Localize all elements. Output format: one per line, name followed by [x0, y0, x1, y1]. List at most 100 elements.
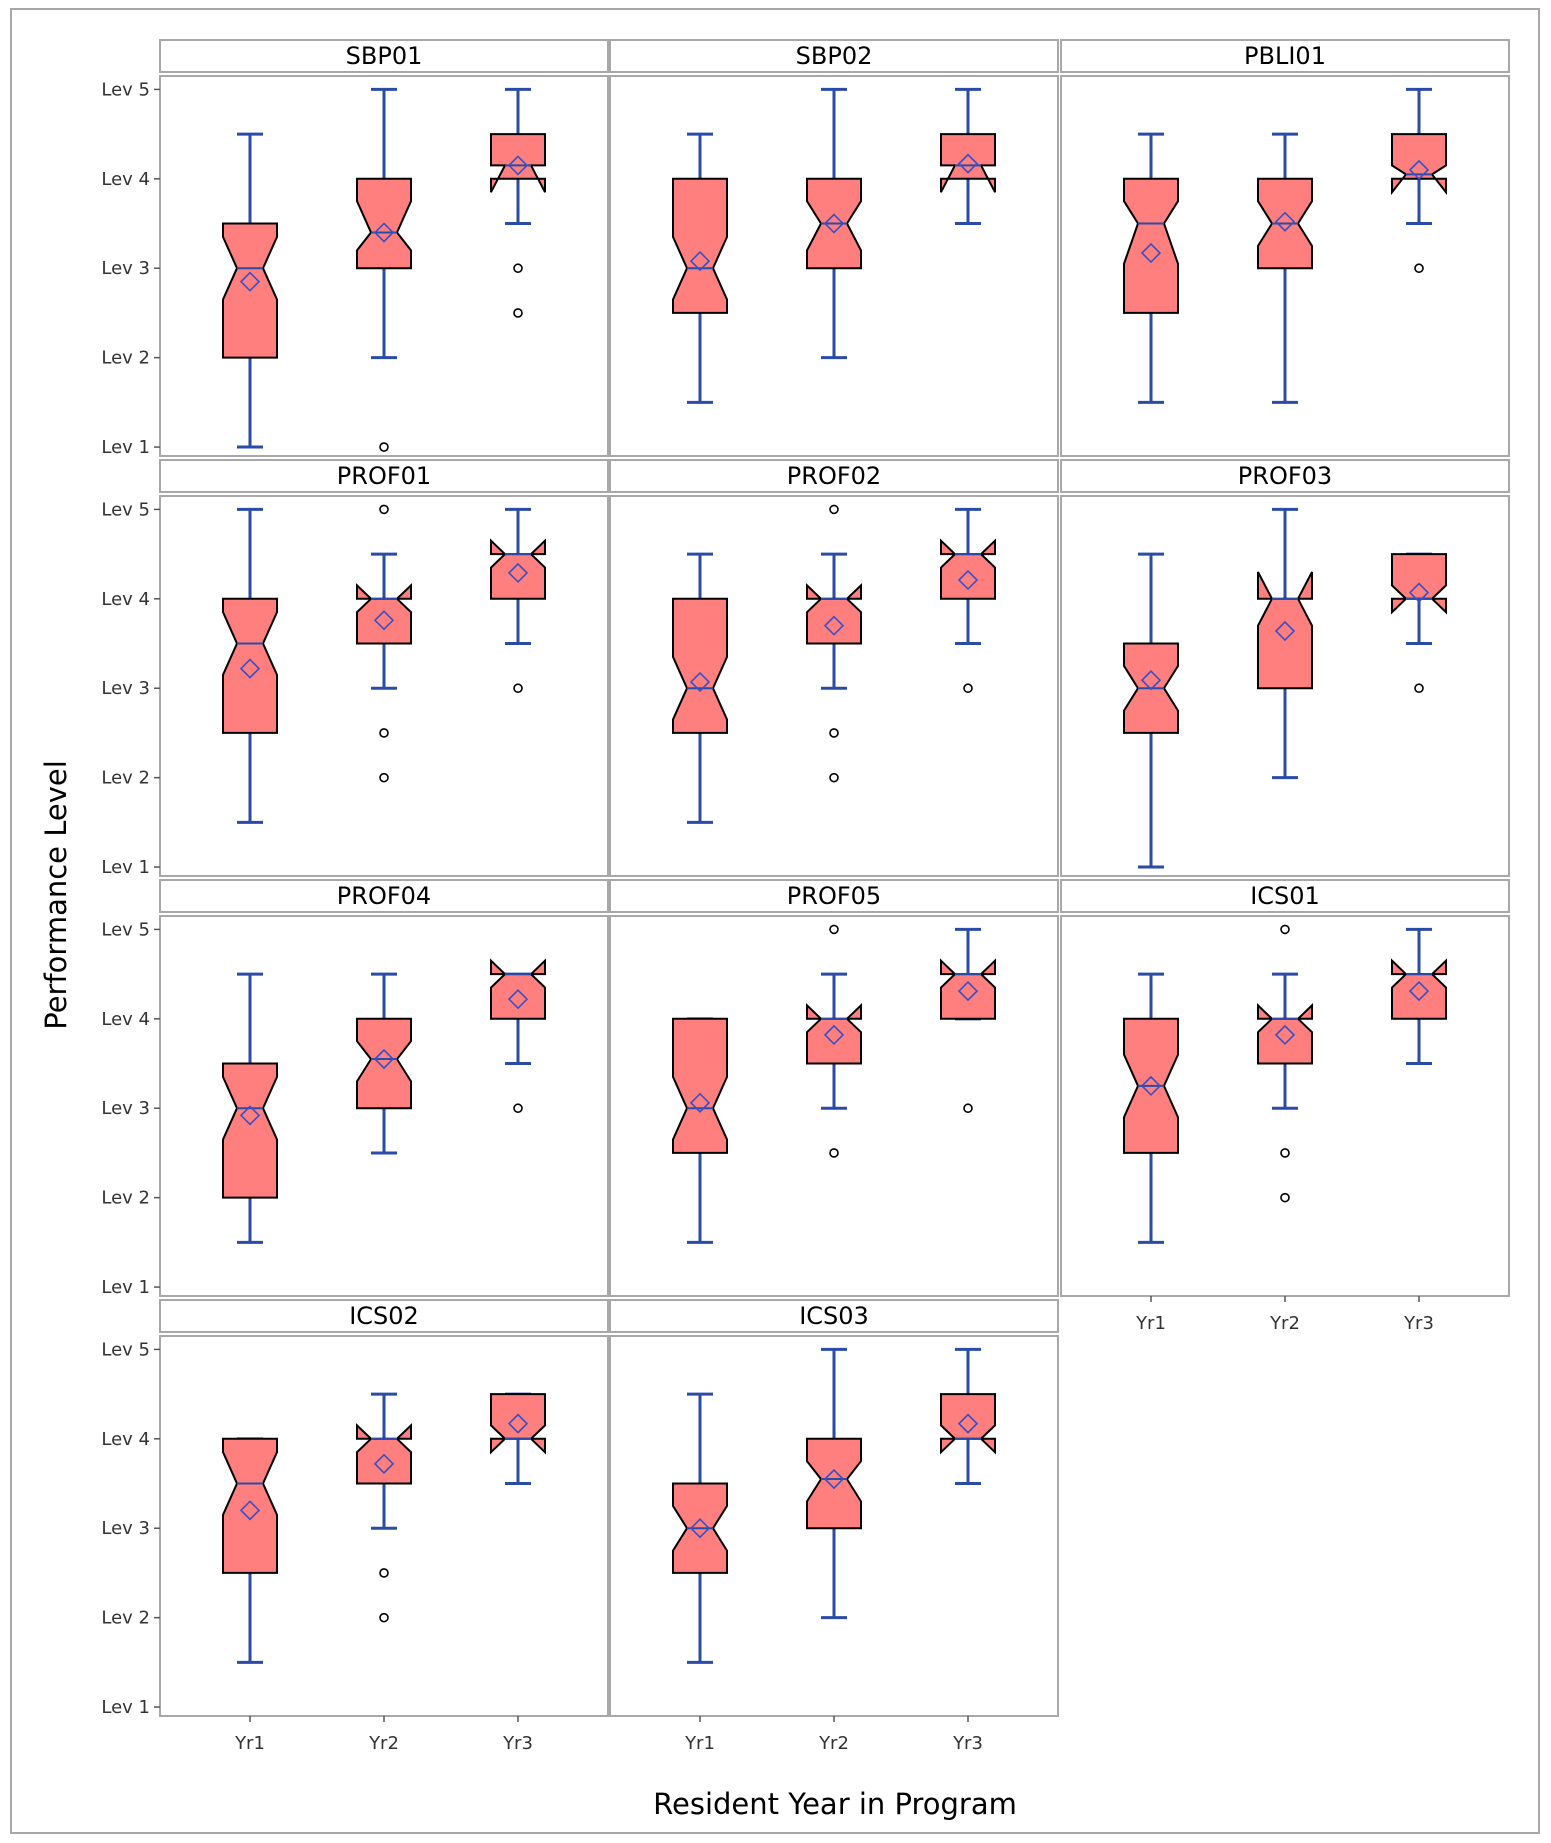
notched-box — [1391, 133, 1447, 196]
box-yr2 — [806, 87, 862, 360]
notched-box — [806, 583, 862, 645]
chart-frame — [10, 8, 1540, 1834]
box-yr1 — [672, 1392, 728, 1664]
outlier-point — [829, 504, 839, 515]
outlier-point — [1280, 1192, 1290, 1203]
panel-sbp02: SBP02 — [609, 39, 1059, 457]
panel-title: SBP01 — [346, 42, 423, 70]
panel-header — [159, 39, 609, 73]
mean-marker — [239, 658, 261, 679]
mean-marker — [507, 989, 529, 1010]
notched-box — [356, 583, 412, 645]
mean-marker — [1140, 1075, 1162, 1097]
x-tick-label: Yr1 — [1135, 1313, 1166, 1334]
mean-marker — [239, 1500, 261, 1521]
panel-title: SBP02 — [796, 42, 873, 70]
mean-marker — [239, 1105, 261, 1126]
box-yr1 — [222, 507, 278, 824]
y-tick-label: Lev 2 — [101, 348, 150, 369]
panel-title: ICS02 — [349, 1302, 419, 1330]
box-yr1 — [222, 972, 278, 1244]
panel-header — [1060, 879, 1510, 913]
panel-header — [159, 1299, 609, 1333]
x-tick-label: Yr1 — [234, 1733, 265, 1754]
box-yr3 — [940, 1347, 996, 1486]
box-yr3 — [1391, 552, 1447, 694]
x-tick-label: Yr1 — [684, 1733, 715, 1754]
box-yr2 — [806, 504, 862, 783]
panel-header — [609, 879, 1059, 913]
y-tick-label: Lev 3 — [101, 258, 150, 279]
notched-box — [940, 1393, 996, 1455]
outlier-point — [513, 683, 523, 694]
box-yr2 — [356, 1392, 412, 1623]
box-yr1 — [672, 1017, 728, 1244]
x-tick-label: Yr3 — [502, 1733, 533, 1754]
notched-box — [222, 1062, 278, 1199]
outlier-point — [1414, 263, 1424, 274]
box-yr1 — [1123, 552, 1179, 869]
x-axis-title: Resident Year in Program — [653, 1787, 1017, 1821]
mean-marker — [689, 1092, 711, 1114]
notched-box — [806, 1003, 862, 1065]
notched-box — [490, 1393, 546, 1455]
notched-box — [222, 1437, 278, 1574]
notched-box — [1257, 571, 1313, 690]
mean-marker — [957, 153, 979, 174]
box-yr1 — [672, 552, 728, 824]
panel-title: ICS01 — [1250, 882, 1320, 910]
panel-sbp01: SBP01 Lev 1 Lev 2 Lev 3 Lev 4 Lev 5 — [101, 39, 609, 458]
mean-marker — [689, 250, 711, 272]
box-yr2 — [1257, 507, 1313, 780]
outlier-point — [379, 442, 389, 452]
box-yr3 — [490, 507, 546, 694]
x-tick-label: Yr3 — [952, 1733, 983, 1754]
notched-box — [940, 133, 996, 193]
box-yr1 — [222, 132, 278, 449]
notched-box — [806, 1437, 862, 1530]
mean-marker — [373, 610, 395, 631]
panel-pbli01: PBLI01 — [1060, 39, 1510, 457]
box-yr2 — [1257, 924, 1313, 1203]
notched-box — [1123, 177, 1179, 314]
panel-title: ICS03 — [799, 1302, 869, 1330]
outlier-point — [829, 1148, 839, 1158]
notched-box — [672, 597, 728, 734]
mean-marker — [1408, 159, 1430, 181]
mean-marker — [373, 222, 395, 243]
outlier-point — [1280, 1148, 1290, 1158]
panel-title: PROF04 — [337, 882, 431, 910]
y-tick-label: Lev 3 — [101, 1098, 150, 1119]
y-tick-label: Lev 2 — [101, 1188, 150, 1209]
panel-header — [1060, 39, 1510, 73]
panel-prof04: PROF04 Lev 1 Lev 2 Lev 3 Lev 4 Lev 5 — [101, 879, 609, 1298]
y-axis-title: Performance Level — [39, 760, 73, 1030]
box-yr3 — [940, 927, 996, 1114]
y-tick-label: Lev 1 — [101, 437, 150, 458]
panel-prof01: PROF01 Lev 1 Lev 2 Lev 3 Lev 4 Lev 5 — [101, 459, 609, 878]
mean-marker — [957, 569, 979, 591]
outlier-point — [829, 772, 839, 783]
mean-marker — [1274, 211, 1296, 232]
box-yr1 — [672, 132, 728, 404]
box-yr2 — [356, 87, 412, 452]
outlier-point — [379, 772, 389, 783]
y-tick-label: Lev 2 — [101, 1608, 150, 1629]
box-yr2 — [806, 924, 862, 1158]
box-yr3 — [940, 507, 996, 694]
notched-box — [1391, 958, 1447, 1020]
y-tick-label: Lev 2 — [101, 768, 150, 789]
outlier-point — [379, 1612, 389, 1623]
panel-title: PBLI01 — [1244, 42, 1326, 70]
mean-marker — [239, 271, 261, 292]
mean-marker — [507, 562, 529, 584]
x-tick-label: Yr2 — [1269, 1313, 1300, 1334]
mean-marker — [689, 1518, 711, 1539]
outlier-point — [379, 504, 389, 515]
x-tick-label: Yr2 — [368, 1733, 399, 1754]
y-tick-label: Lev 3 — [101, 1518, 150, 1539]
box-yr1 — [1123, 132, 1179, 404]
y-tick-label: Lev 3 — [101, 678, 150, 699]
outlier-point — [379, 1568, 389, 1578]
